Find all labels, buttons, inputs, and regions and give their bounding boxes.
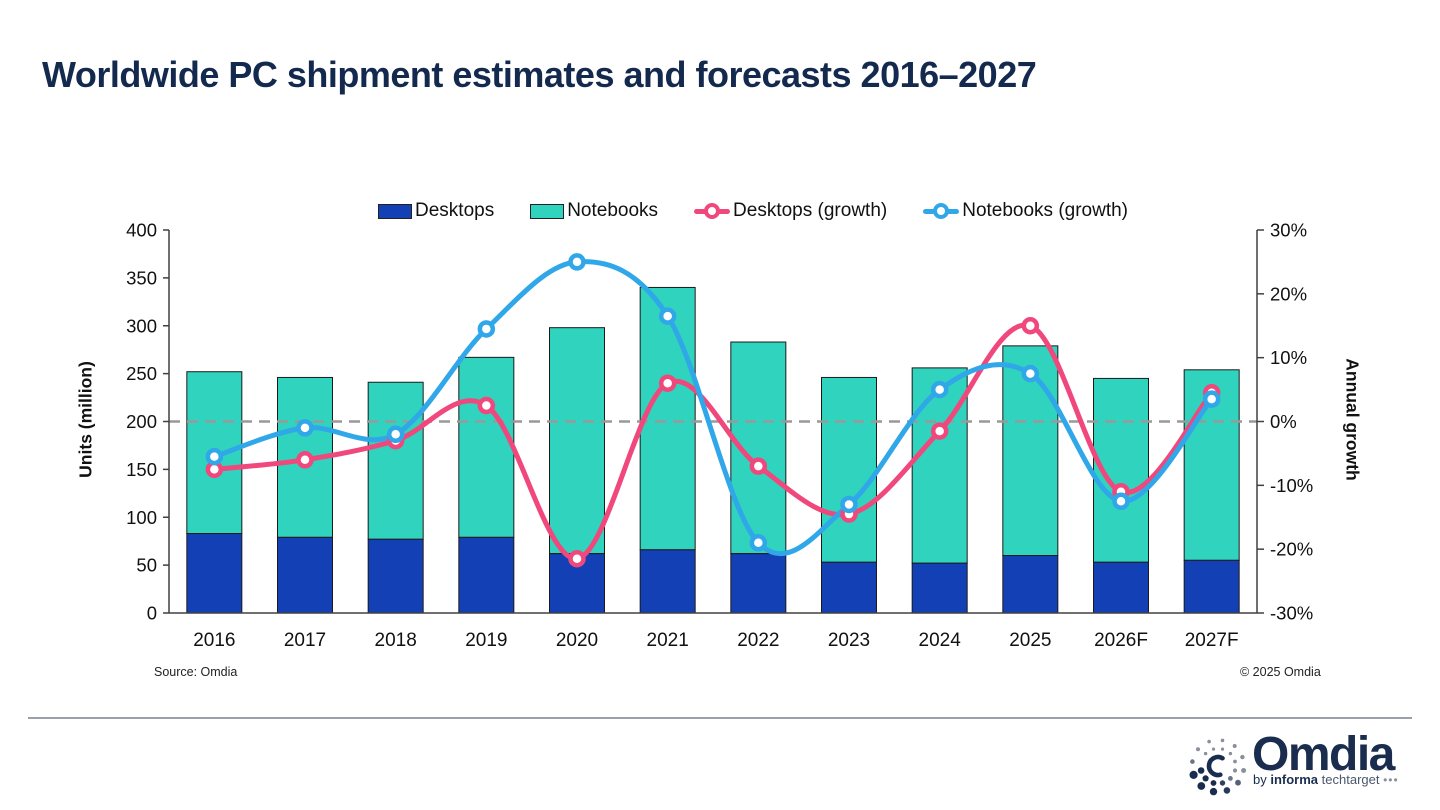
bar-desktops-2027F bbox=[1183, 559, 1240, 614]
marker-notebooks-growth-2021 bbox=[658, 307, 677, 325]
desktops-growth-line-icon bbox=[694, 203, 731, 220]
x-axis-label-2022: 2022 bbox=[737, 630, 779, 651]
left-axis-tick-label: 250 bbox=[126, 363, 157, 384]
marker-notebooks-growth-2016 bbox=[205, 447, 224, 466]
bar-desktops-2021 bbox=[639, 549, 696, 614]
x-axis-label-2019: 2019 bbox=[465, 630, 507, 651]
right-axis-tick-label: -20% bbox=[1270, 539, 1313, 560]
x-axis-label-2026F: 2026F bbox=[1094, 630, 1148, 651]
x-axis-label-2023: 2023 bbox=[828, 630, 870, 651]
bar-desktops-2023 bbox=[821, 561, 877, 614]
bar-desktops-2022 bbox=[730, 553, 787, 614]
chart-legend: Desktops Notebooks Desktops (growth) Not… bbox=[378, 200, 1128, 222]
x-axis-label-2025: 2025 bbox=[1009, 630, 1051, 651]
x-axis-label-2017: 2017 bbox=[284, 630, 326, 651]
left-axis-tick-label: 200 bbox=[126, 411, 157, 432]
bar-notebooks-2021 bbox=[639, 286, 696, 551]
x-axis-label-2020: 2020 bbox=[556, 630, 598, 651]
bar-desktops-2019 bbox=[458, 536, 515, 614]
marker-desktops-growth-2017 bbox=[296, 451, 314, 469]
copyright-note: © 2025 Omdia bbox=[1240, 665, 1321, 679]
bar-desktops-2018 bbox=[367, 538, 424, 614]
desktops-swatch-icon bbox=[378, 203, 412, 219]
marker-notebooks-growth-2019 bbox=[477, 320, 496, 338]
x-axis-label-2024: 2024 bbox=[919, 630, 962, 651]
marker-desktops-growth-2025 bbox=[1021, 317, 1040, 335]
source-note: Source: Omdia bbox=[154, 665, 238, 679]
omdia-logo-icon bbox=[1189, 738, 1247, 796]
marker-notebooks-growth-2023 bbox=[840, 495, 858, 514]
legend-item-desktops: Desktops bbox=[378, 200, 494, 222]
bar-desktops-2025 bbox=[1002, 555, 1059, 614]
legend-item-desktops-growth: Desktops (growth) bbox=[694, 200, 887, 222]
marker-notebooks-growth-2020 bbox=[568, 253, 586, 271]
marker-desktops-growth-2020 bbox=[568, 549, 586, 568]
legend-item-notebooks-growth: Notebooks (growth) bbox=[923, 200, 1128, 222]
left-axis-tick-label: 400 bbox=[126, 220, 157, 241]
right-axis-tick-label: -30% bbox=[1270, 603, 1313, 624]
bar-notebooks-2020 bbox=[549, 327, 605, 555]
right-axis-tick-label: 30% bbox=[1270, 220, 1307, 241]
byline-informa: informa bbox=[1270, 772, 1319, 787]
bar-desktops-2017 bbox=[277, 536, 333, 614]
byline-by: by bbox=[1253, 772, 1267, 787]
legend-label-desktops: Desktops bbox=[415, 200, 495, 221]
right-axis-tick-label: 10% bbox=[1270, 347, 1307, 368]
marker-notebooks-growth-2024 bbox=[930, 380, 949, 399]
marker-desktops-growth-2022 bbox=[749, 457, 768, 475]
legend-item-notebooks: Notebooks bbox=[530, 200, 658, 222]
left-axis-tick-label: 50 bbox=[136, 555, 157, 576]
left-axis-tick-label: 350 bbox=[126, 267, 157, 288]
omdia-logo-byline: by informa techtarget ••• bbox=[1253, 772, 1398, 787]
x-axis-label-2016: 2016 bbox=[193, 630, 235, 651]
marker-notebooks-growth-2025 bbox=[1021, 364, 1040, 383]
marker-notebooks-growth-2018 bbox=[386, 425, 405, 444]
marker-desktops-growth-2024 bbox=[930, 422, 949, 440]
notebooks-growth-line-icon bbox=[923, 203, 960, 220]
bar-notebooks-2023 bbox=[821, 376, 877, 563]
x-axis-label-2018: 2018 bbox=[375, 630, 417, 651]
marker-desktops-growth-2021 bbox=[658, 374, 677, 392]
right-axis-tick-label: -10% bbox=[1270, 475, 1313, 496]
legend-label-desktops-growth: Desktops (growth) bbox=[733, 200, 888, 221]
left-axis-tick-label: 300 bbox=[126, 315, 157, 336]
omdia-logo-wordmark: Omdia bbox=[1252, 728, 1395, 781]
legend-label-notebooks-growth: Notebooks (growth) bbox=[962, 200, 1129, 221]
byline-techtarget: techtarget bbox=[1321, 772, 1380, 787]
bar-desktops-2026F bbox=[1093, 561, 1149, 614]
legend-label-notebooks: Notebooks bbox=[567, 200, 659, 221]
bar-desktops-2024 bbox=[911, 562, 968, 614]
notebooks-swatch-icon bbox=[530, 203, 565, 219]
left-axis-tick-label: 150 bbox=[126, 459, 157, 480]
line-desktops-growth bbox=[211, 322, 1215, 562]
x-axis-label-2027F: 2027F bbox=[1185, 630, 1239, 651]
bar-notebooks-2024 bbox=[911, 367, 968, 564]
x-axis-label-2021: 2021 bbox=[647, 630, 689, 651]
left-axis-tick-label: 100 bbox=[126, 507, 157, 528]
page-title: Worldwide PC shipment estimates and fore… bbox=[42, 54, 1037, 95]
bar-desktops-2016 bbox=[186, 533, 243, 614]
marker-notebooks-growth-2017 bbox=[296, 419, 314, 437]
footer-divider bbox=[28, 717, 1412, 719]
left-axis-tick-label: 0 bbox=[147, 603, 157, 624]
right-axis-tick-label: 0% bbox=[1270, 411, 1297, 432]
marker-notebooks-growth-2027F bbox=[1202, 390, 1221, 408]
marker-desktops-growth-2019 bbox=[477, 396, 496, 415]
marker-notebooks-growth-2026F bbox=[1112, 492, 1130, 511]
marker-notebooks-growth-2022 bbox=[749, 534, 768, 552]
byline-dots-icon: ••• bbox=[1383, 773, 1399, 787]
bar-notebooks-2022 bbox=[730, 341, 787, 555]
bar-notebooks-2018 bbox=[367, 381, 424, 540]
right-axis-tick-label: 20% bbox=[1270, 283, 1307, 304]
bar-notebooks-2019 bbox=[458, 356, 515, 538]
